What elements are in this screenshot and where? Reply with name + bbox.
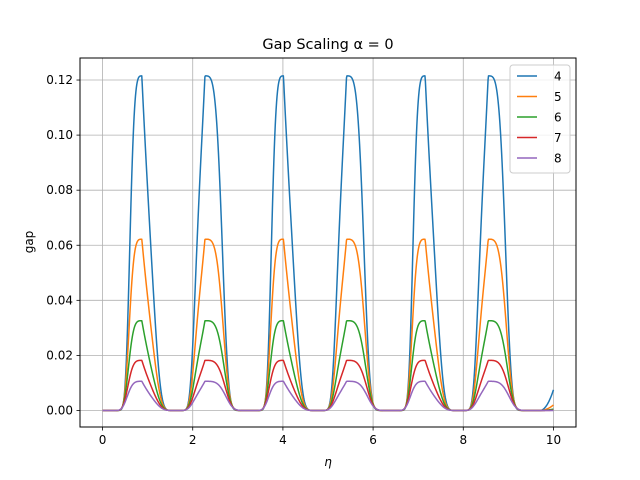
legend: 4 5 6 7 8: [509, 64, 571, 174]
y-axis: 0.00 0.02 0.04 0.06 0.08 0.10 0.12: [46, 73, 80, 417]
series-line-4: [102, 75, 555, 412]
x-tick-label: 8: [459, 433, 467, 447]
x-tick-label: 4: [279, 433, 287, 447]
y-axis-label: gap: [22, 231, 36, 254]
plot-frame: [79, 57, 577, 428]
x-tick-label: 6: [369, 433, 377, 447]
legend-box: [509, 64, 571, 174]
y-tick-label: 0.02: [46, 348, 73, 362]
x-tick-label: 0: [99, 433, 107, 447]
legend-label-8: 8: [554, 152, 562, 166]
x-tick-label: 2: [189, 433, 197, 447]
x-axis-label: η: [324, 455, 332, 469]
legend-label-7: 7: [554, 131, 562, 145]
y-tick-label: 0.10: [46, 128, 73, 142]
y-tick-label: 0.04: [46, 293, 73, 307]
y-tick-label: 0.08: [46, 183, 73, 197]
y-tick-label: 0.00: [46, 403, 73, 417]
x-tick-label: 10: [546, 433, 561, 447]
y-tick-label: 0.06: [46, 238, 73, 252]
legend-label-4: 4: [554, 70, 562, 84]
grid-lines: [80, 58, 576, 427]
legend-label-5: 5: [554, 90, 562, 104]
series-layer: [102, 75, 555, 412]
legend-label-6: 6: [554, 111, 562, 125]
y-tick-label: 0.12: [46, 73, 73, 87]
x-axis: 0 2 4 6 8 10: [99, 427, 561, 447]
series-line-8: [102, 380, 554, 412]
chart-title: Gap Scaling α = 0: [262, 37, 393, 53]
